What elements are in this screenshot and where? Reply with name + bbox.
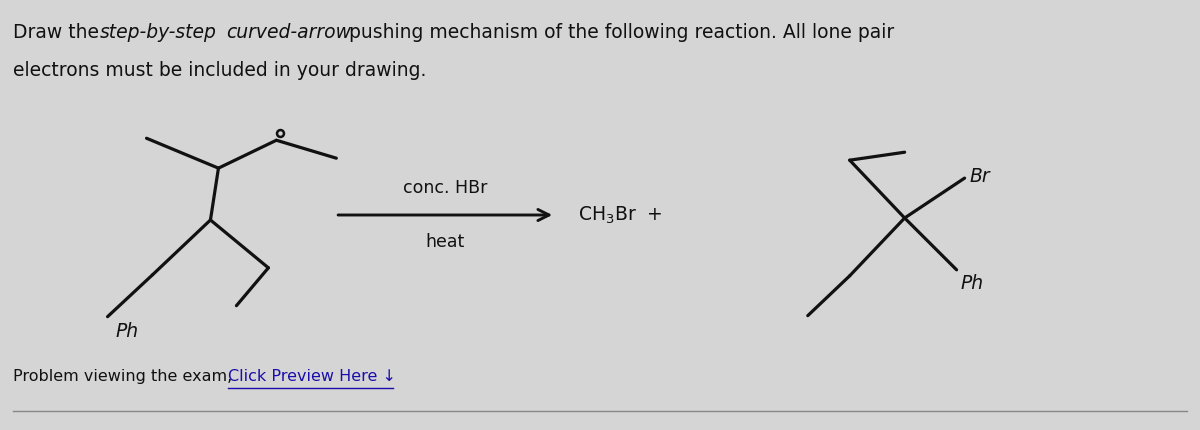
Text: Click Preview Here ↓: Click Preview Here ↓ <box>228 369 396 384</box>
Text: curved-arrow: curved-arrow <box>227 23 352 42</box>
Text: electrons must be included in your drawing.: electrons must be included in your drawi… <box>13 61 426 80</box>
Text: Ph: Ph <box>115 322 139 341</box>
Text: step-by-step: step-by-step <box>100 23 217 42</box>
Text: Draw the: Draw the <box>13 23 104 42</box>
Text: pushing mechanism of the following reaction. All lone pair: pushing mechanism of the following react… <box>343 23 894 42</box>
Text: Br: Br <box>970 167 990 186</box>
Text: $\mathregular{CH_3Br}$  +: $\mathregular{CH_3Br}$ + <box>578 204 662 226</box>
Text: conc. HBr: conc. HBr <box>403 179 487 197</box>
Text: Ph: Ph <box>960 274 984 293</box>
Text: heat: heat <box>426 233 464 251</box>
Text: Problem viewing the exam,: Problem viewing the exam, <box>13 369 238 384</box>
